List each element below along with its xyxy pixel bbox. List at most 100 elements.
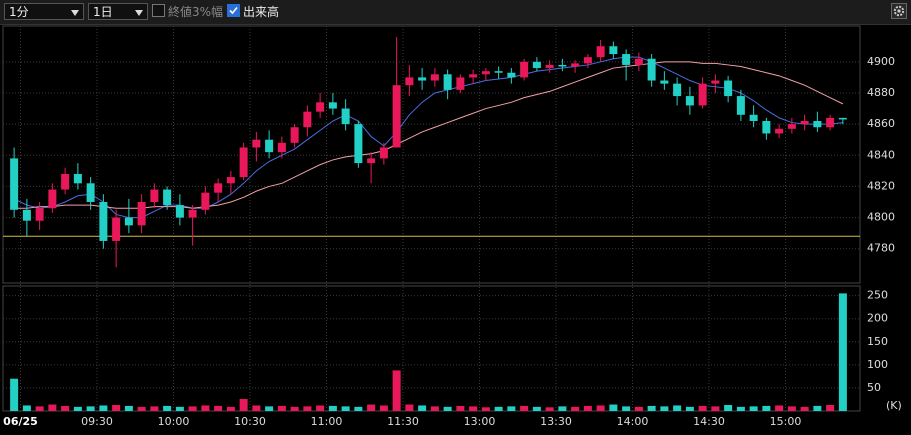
candle-body xyxy=(22,209,31,221)
checkbox-checked xyxy=(227,4,240,17)
volume-text: 出来高 xyxy=(243,5,280,19)
volume-bar xyxy=(367,404,376,411)
candle-body xyxy=(239,147,248,178)
x-tick-label: 13:30 xyxy=(540,415,572,428)
candle-body xyxy=(545,64,554,69)
volume-bar xyxy=(328,405,337,411)
price-pane xyxy=(2,25,861,284)
volume-bar xyxy=(163,405,172,411)
candle-body xyxy=(163,189,172,206)
range-text: 終値3%幅 xyxy=(168,5,224,19)
candle-body xyxy=(48,189,57,209)
x-tick-label: 15:00 xyxy=(770,415,802,428)
volume-bar xyxy=(443,406,452,411)
candle-body xyxy=(175,205,184,218)
volume-bar xyxy=(35,406,44,411)
period-text: 1日 xyxy=(93,5,113,19)
volume-tick-label: 100 xyxy=(867,358,888,371)
volume-bar xyxy=(698,405,707,411)
y-tick-label: 4880 xyxy=(867,86,895,99)
volume-bar xyxy=(571,406,580,411)
y-tick-label: 4860 xyxy=(867,117,895,130)
candle-body xyxy=(150,189,159,203)
interval-select[interactable]: 1分 xyxy=(4,3,84,20)
volume-bar xyxy=(660,406,669,411)
candle-body xyxy=(698,83,707,106)
candle-body xyxy=(647,58,656,81)
range-checkbox[interactable]: 終値3%幅 xyxy=(152,4,223,20)
candle-body xyxy=(418,77,427,81)
volume-pane xyxy=(2,285,861,412)
volume-bar xyxy=(150,406,159,411)
candle-body xyxy=(316,102,325,112)
candle-body xyxy=(456,77,465,90)
volume-bar xyxy=(379,405,388,411)
volume-bar xyxy=(724,405,733,411)
candle-body xyxy=(214,183,223,193)
candle-body xyxy=(736,96,745,115)
candle-body xyxy=(609,46,618,55)
volume-bar xyxy=(214,405,223,411)
volume-bar xyxy=(583,405,592,411)
volume-bar xyxy=(354,406,363,411)
volume-bar xyxy=(749,406,758,411)
volume-checkbox[interactable]: 出来高 xyxy=(227,4,279,20)
candle-body xyxy=(711,80,720,84)
volume-bar xyxy=(494,406,503,411)
dropdown-arrow xyxy=(71,10,79,16)
candle-body xyxy=(787,124,796,129)
volume-bar xyxy=(188,406,197,411)
y-tick-label: 4820 xyxy=(867,179,895,192)
volume-tick-label: 50 xyxy=(867,381,881,394)
candle-body xyxy=(341,108,350,125)
candle-body xyxy=(277,142,286,153)
candle-body xyxy=(749,114,758,122)
y-tick-label: 4780 xyxy=(867,242,895,255)
period-select[interactable]: 1日 xyxy=(88,3,148,20)
settings-button[interactable] xyxy=(891,3,907,19)
volume-bar xyxy=(124,405,133,411)
volume-bar xyxy=(430,406,439,411)
candle-body xyxy=(762,121,771,134)
candle-body xyxy=(494,71,503,73)
toolbar: 1分 1日 終値3%幅 出来高 xyxy=(0,0,911,25)
volume-bar xyxy=(226,406,235,411)
candle-body xyxy=(520,61,529,78)
volume-bar xyxy=(201,405,210,411)
volume-bar xyxy=(800,406,809,411)
x-tick-label: 06/25 xyxy=(3,415,38,428)
volume-tick-label: 150 xyxy=(867,335,888,348)
candle-body xyxy=(201,192,210,210)
volume-bar xyxy=(838,293,847,411)
candle-body xyxy=(660,80,669,84)
candle-body xyxy=(673,83,682,97)
volume-bar xyxy=(596,405,605,411)
volume-bar xyxy=(826,405,835,411)
candle-body xyxy=(622,54,631,65)
candle-body xyxy=(430,74,439,81)
candle-body xyxy=(188,209,197,218)
volume-tick-label: 250 xyxy=(867,289,888,302)
candle-body xyxy=(685,96,694,106)
candle-body xyxy=(328,102,337,109)
candle-body xyxy=(354,124,363,164)
candle-body xyxy=(35,208,44,221)
candle-body xyxy=(507,72,516,78)
volume-bar xyxy=(456,405,465,411)
candle-body xyxy=(826,117,835,128)
volume-bar xyxy=(418,405,427,411)
candle-body xyxy=(775,128,784,134)
volume-bar xyxy=(762,405,771,411)
volume-bar xyxy=(711,406,720,411)
candle-body xyxy=(634,58,643,65)
volume-bar xyxy=(303,406,312,411)
volume-bar xyxy=(634,406,643,411)
volume-bar xyxy=(469,406,478,411)
candle-body xyxy=(724,80,733,97)
volume-bar xyxy=(252,405,261,411)
candle-body xyxy=(112,217,121,241)
x-tick-label: 10:00 xyxy=(158,415,190,428)
volume-bar xyxy=(545,407,554,411)
x-tick-label: 14:30 xyxy=(693,415,725,428)
candle-body xyxy=(265,139,274,153)
